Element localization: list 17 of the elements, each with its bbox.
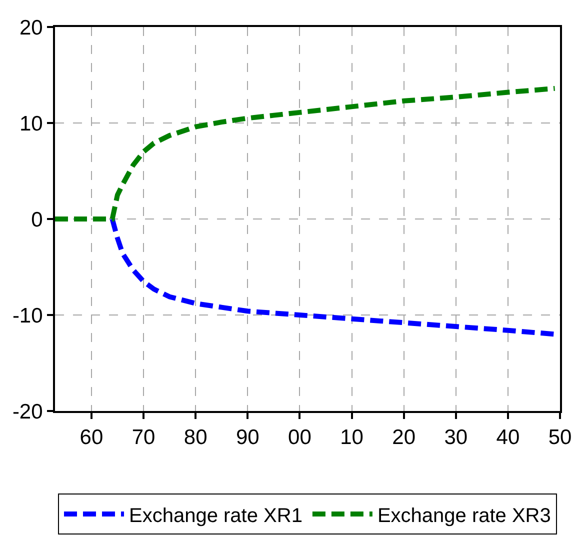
x-tick-label: 00	[288, 426, 312, 450]
x-tick-label: 60	[80, 426, 104, 450]
y-tick-label: 0	[31, 208, 43, 232]
x-tick-label: 30	[444, 426, 468, 450]
x-tick-label: 70	[132, 426, 156, 450]
x-tick-label: 10	[340, 426, 364, 450]
legend-label: Exchange rate XR3	[377, 504, 551, 527]
legend-label: Exchange rate XR1	[129, 504, 302, 527]
x-tick-label: 40	[496, 426, 520, 450]
y-tick-label: 10	[19, 112, 43, 136]
y-tick-label: -20	[12, 400, 43, 424]
y-tick-label: -10	[12, 304, 43, 328]
x-tick-label: 90	[236, 426, 260, 450]
x-tick-label: 80	[184, 426, 208, 450]
y-tick-label: 20	[19, 16, 43, 40]
x-tick-label: 50	[548, 426, 572, 450]
x-tick-label: 20	[392, 426, 416, 450]
